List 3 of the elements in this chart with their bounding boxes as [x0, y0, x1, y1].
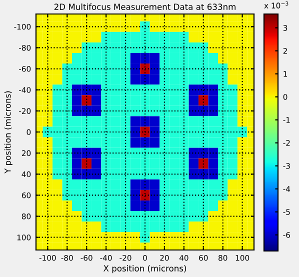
- chart-title: 2D Multifocus Measurement Data at 633nm: [54, 4, 236, 10]
- x-axis-title: X position (microns): [104, 265, 186, 274]
- y-axis-title: Y position (microns): [4, 91, 12, 174]
